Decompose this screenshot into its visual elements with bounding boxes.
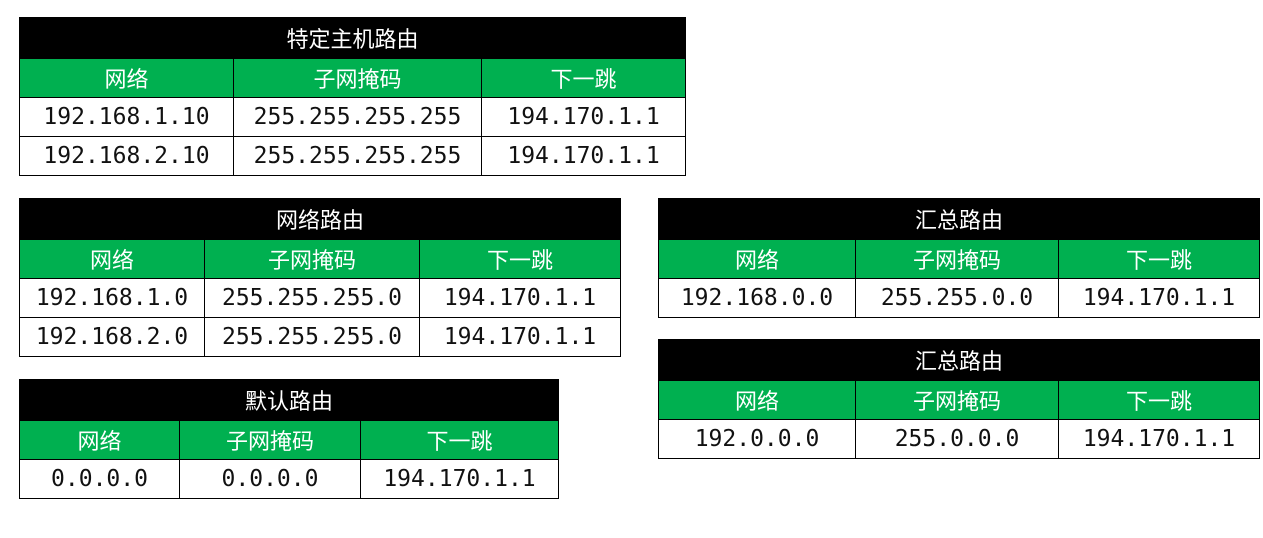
column-header-network: 网络	[658, 380, 856, 420]
column-header-mask: 子网掩码	[204, 239, 420, 279]
column-header-next-hop: 下一跳	[360, 420, 559, 460]
mask-cell: 255.0.0.0	[855, 419, 1059, 459]
network-cell: 192.0.0.0	[658, 419, 856, 459]
network-cell: 0.0.0.0	[19, 459, 180, 499]
mask-cell: 0.0.0.0	[179, 459, 361, 499]
column-header-network: 网络	[19, 239, 205, 279]
mask-cell: 255.255.255.0	[204, 278, 420, 318]
column-header-mask: 子网掩码	[855, 380, 1059, 420]
column-header-next-hop: 下一跳	[1058, 380, 1260, 420]
table-title: 网络路由	[19, 198, 621, 240]
table-title: 汇总路由	[658, 339, 1260, 381]
network-cell: 192.168.0.0	[658, 278, 856, 318]
column-header-next-hop: 下一跳	[1058, 239, 1260, 279]
network-cell: 192.168.1.0	[19, 278, 205, 318]
table-row: 192.168.2.10 255.255.255.255 194.170.1.1	[19, 136, 687, 176]
table-row: 192.168.1.0 255.255.255.0 194.170.1.1	[19, 278, 621, 318]
table-title: 汇总路由	[658, 198, 1260, 240]
network-cell: 192.168.2.0	[19, 317, 205, 357]
table-row: 192.168.1.10 255.255.255.255 194.170.1.1	[19, 97, 687, 137]
column-header-next-hop: 下一跳	[480, 58, 687, 98]
next-hop-cell: 194.170.1.1	[480, 136, 687, 176]
host-route-table: 特定主机路由 网络 子网掩码 下一跳 192.168.1.10 255.255.…	[18, 17, 687, 176]
network-cell: 192.168.1.10	[19, 97, 234, 137]
mask-cell: 255.255.0.0	[855, 278, 1059, 318]
next-hop-cell: 194.170.1.1	[480, 97, 687, 137]
next-hop-cell: 194.170.1.1	[1058, 278, 1260, 318]
column-header-mask: 子网掩码	[179, 420, 361, 460]
summary-route-table-1: 汇总路由 网络 子网掩码 下一跳 192.168.0.0 255.255.0.0…	[658, 198, 1260, 318]
column-header-mask: 子网掩码	[855, 239, 1059, 279]
table-title: 默认路由	[19, 379, 559, 421]
column-header-mask: 子网掩码	[233, 58, 482, 98]
table-row: 0.0.0.0 0.0.0.0 194.170.1.1	[19, 459, 559, 499]
mask-cell: 255.255.255.255	[233, 136, 482, 176]
table-row: 192.168.2.0 255.255.255.0 194.170.1.1	[19, 317, 621, 357]
column-header-network: 网络	[19, 420, 180, 460]
mask-cell: 255.255.255.0	[204, 317, 420, 357]
next-hop-cell: 194.170.1.1	[360, 459, 559, 499]
column-header-network: 网络	[658, 239, 856, 279]
next-hop-cell: 194.170.1.1	[419, 317, 621, 357]
summary-route-table-2: 汇总路由 网络 子网掩码 下一跳 192.0.0.0 255.0.0.0 194…	[658, 339, 1260, 459]
network-route-table: 网络路由 网络 子网掩码 下一跳 192.168.1.0 255.255.255…	[19, 198, 621, 357]
table-row: 192.168.0.0 255.255.0.0 194.170.1.1	[658, 278, 1260, 318]
mask-cell: 255.255.255.255	[233, 97, 482, 137]
network-cell: 192.168.2.10	[19, 136, 234, 176]
next-hop-cell: 194.170.1.1	[419, 278, 621, 318]
next-hop-cell: 194.170.1.1	[1058, 419, 1260, 459]
table-row: 192.0.0.0 255.0.0.0 194.170.1.1	[658, 419, 1260, 459]
table-title: 特定主机路由	[18, 17, 687, 59]
column-header-network: 网络	[19, 58, 234, 98]
default-route-table: 默认路由 网络 子网掩码 下一跳 0.0.0.0 0.0.0.0 194.170…	[19, 379, 559, 499]
column-header-next-hop: 下一跳	[419, 239, 621, 279]
